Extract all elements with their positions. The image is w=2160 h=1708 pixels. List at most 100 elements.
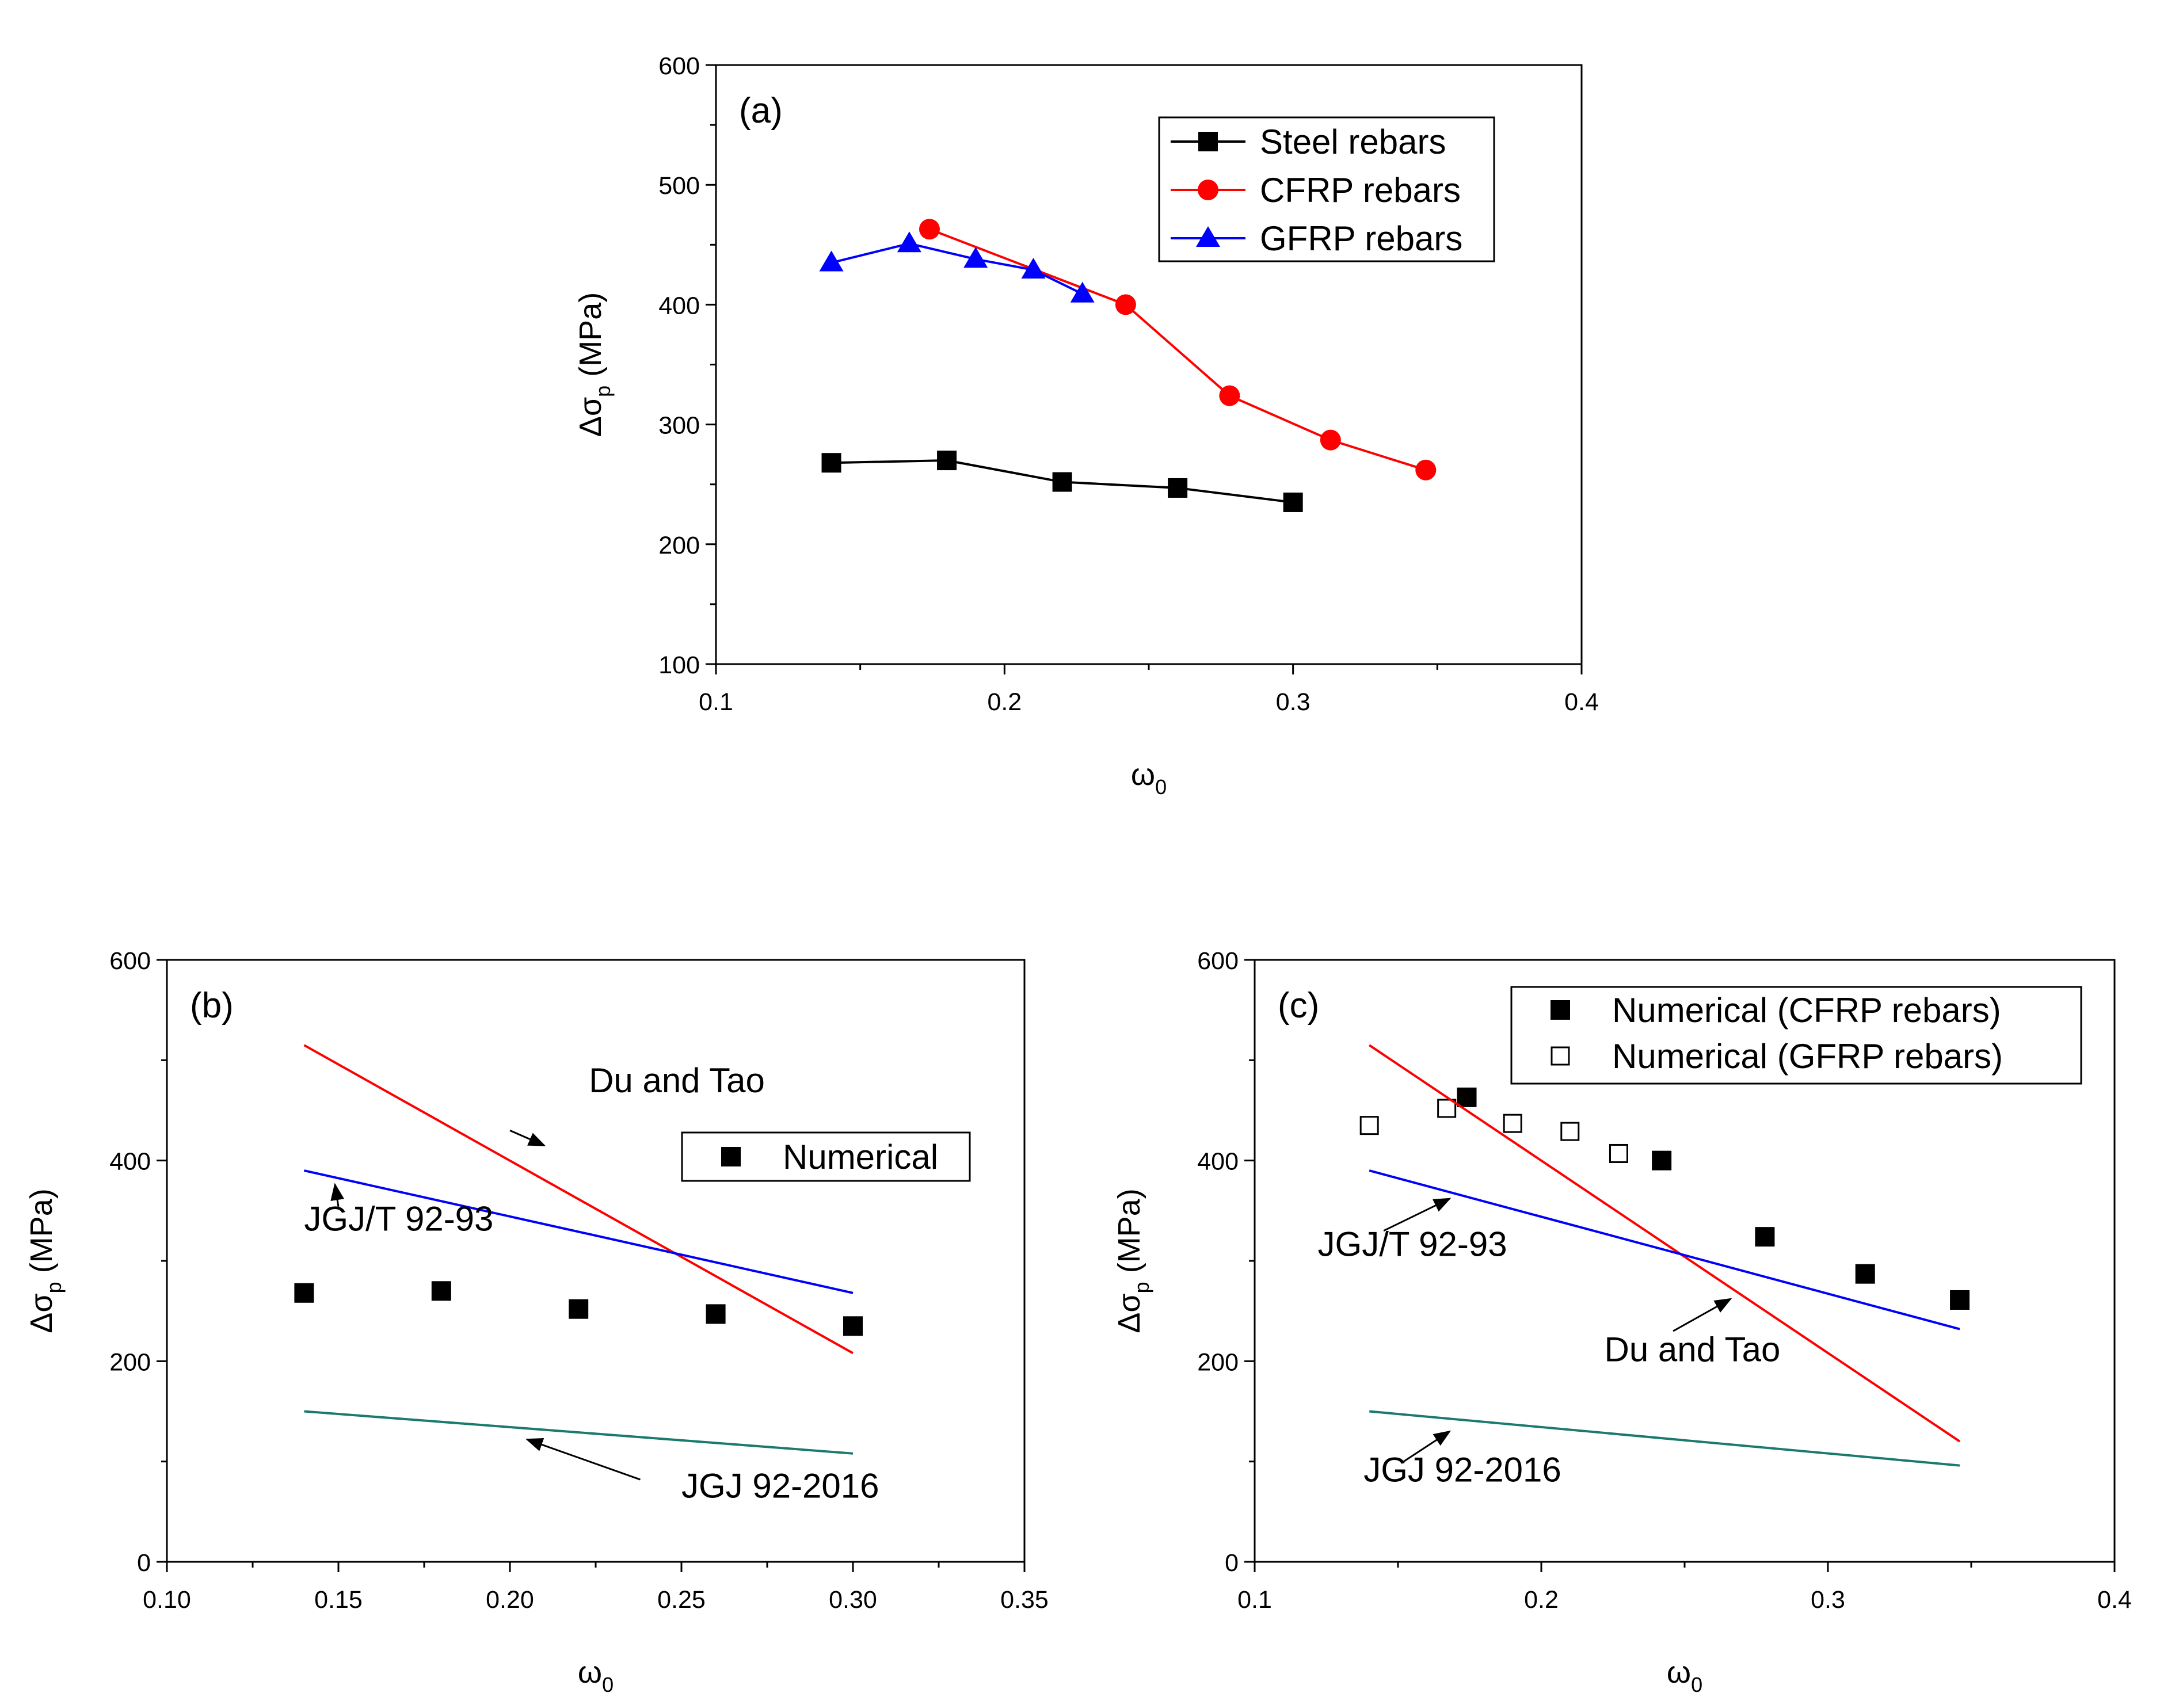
y-axis-title-sub: p	[42, 1282, 66, 1293]
series-line	[1369, 1410, 1960, 1467]
data-point	[819, 250, 844, 272]
legend-marker	[1198, 180, 1218, 200]
legend: Steel rebars CFRP rebars GFRP rebars	[1158, 116, 1495, 262]
data-point	[937, 451, 957, 471]
data-point	[1070, 281, 1095, 303]
data-point	[1320, 429, 1341, 451]
annotation-arrow	[1673, 1298, 1732, 1332]
data-point	[1219, 385, 1240, 406]
legend-label: Numerical (CFRP rebars)	[1612, 991, 2001, 1030]
legend-label: GFRP rebars	[1260, 219, 1462, 258]
x-axis-title: ω0	[578, 1655, 614, 1696]
annotation-label: JGJ 92-2016	[1363, 1451, 1561, 1489]
data-point	[1950, 1290, 1970, 1310]
x-axis-title-base: ω	[1667, 1655, 1691, 1690]
series-du-and-tao	[303, 1044, 854, 1355]
series-jgj-t-92-93	[1369, 1169, 1960, 1330]
data-point	[294, 1283, 314, 1303]
x-tick-label: 0.1	[699, 688, 733, 716]
plot-frame	[166, 959, 1026, 1563]
series-gfrp-rebars	[819, 231, 1095, 303]
legend-marker	[1198, 132, 1218, 151]
y-tick-label: 600	[109, 947, 151, 975]
x-tick-label: 0.3	[1811, 1586, 1845, 1614]
y-axis-title-unit: (MPa)	[573, 292, 608, 386]
y-tick-label: 200	[109, 1348, 151, 1376]
x-tick-label: 0.35	[1000, 1586, 1049, 1614]
y-axis-title-sub: p	[591, 386, 615, 397]
y-axis-title-symbol: Δσ	[1112, 1293, 1146, 1333]
data-point	[1021, 258, 1046, 279]
y-tick-label: 0	[137, 1549, 151, 1577]
data-point	[706, 1304, 726, 1324]
series-line	[831, 242, 1083, 295]
y-tick-label: 200	[1197, 1348, 1239, 1376]
data-point	[1115, 294, 1136, 315]
y-tick-label: 300	[658, 412, 700, 440]
x-axis-title-base: ω	[1131, 757, 1155, 792]
x-tick-label: 0.20	[486, 1586, 534, 1614]
data-point	[919, 219, 940, 240]
y-tick-label: 0	[1225, 1549, 1239, 1577]
data-point	[1855, 1264, 1875, 1284]
x-tick-label: 0.4	[2097, 1586, 2132, 1614]
x-tick-label: 0.15	[314, 1586, 363, 1614]
annotation-arrow	[330, 1183, 345, 1207]
annotation-label: JGJ/T 92-93	[1318, 1225, 1507, 1263]
panel-label: (c)	[1278, 986, 1319, 1025]
x-tick-label: 0.2	[987, 688, 1022, 716]
y-tick-label: 100	[658, 651, 700, 679]
y-axis-title-unit: (MPa)	[1112, 1188, 1146, 1282]
legend-label: CFRP rebars	[1260, 171, 1461, 209]
series-line	[1369, 1044, 1961, 1443]
x-axis-title: ω0	[1131, 757, 1167, 799]
data-point	[1359, 1116, 1379, 1135]
data-point	[1457, 1087, 1477, 1107]
panel-label: (a)	[739, 91, 783, 131]
annotation-arrow	[525, 1438, 641, 1481]
y-tick-label: 400	[1197, 1148, 1239, 1176]
series-jgj-t-92-93	[303, 1169, 854, 1294]
legend: Numerical	[681, 1131, 971, 1182]
series-steel-rebars	[821, 451, 1303, 512]
legend-marker	[721, 1147, 741, 1166]
series-cfrp-rebars	[919, 219, 1437, 481]
y-tick-label: 400	[109, 1148, 151, 1176]
y-axis-title-unit: (MPa)	[24, 1188, 59, 1282]
data-point	[963, 247, 988, 268]
data-point	[1168, 478, 1188, 498]
x-tick-label: 0.3	[1276, 688, 1311, 716]
data-point	[1503, 1114, 1522, 1133]
y-tick-label: 200	[658, 532, 700, 559]
data-point	[1755, 1227, 1775, 1247]
x-tick-label: 0.1	[1237, 1586, 1272, 1614]
x-axis-title-base: ω	[578, 1655, 602, 1690]
legend: Numerical (CFRP rebars) Numerical (GFRP r…	[1510, 986, 2082, 1085]
y-axis-title: Δσp (MPa)	[573, 292, 615, 437]
series-line	[1369, 1169, 1960, 1330]
legend-box	[1510, 986, 2082, 1085]
series-line	[303, 1044, 854, 1355]
legend-label: Steel rebars	[1260, 123, 1446, 161]
data-point	[897, 231, 921, 253]
data-point	[843, 1316, 863, 1336]
y-axis-title-sub: p	[1130, 1282, 1153, 1293]
data-point	[1652, 1150, 1672, 1171]
data-point	[1560, 1122, 1580, 1141]
annotation-arrow	[1383, 1198, 1452, 1232]
series-numerical	[294, 1281, 863, 1336]
annotation-label: JGJ/T 92-93	[304, 1200, 493, 1238]
series-numerical-cfrp-rebars	[1457, 1087, 1970, 1310]
legend-marker	[1551, 1000, 1570, 1020]
data-point	[1609, 1143, 1628, 1163]
series-jgj-92-2016	[1369, 1410, 1960, 1467]
annotation-arrow	[509, 1129, 546, 1146]
data-point	[431, 1281, 451, 1301]
data-point	[1437, 1099, 1457, 1118]
legend-marker	[1196, 226, 1220, 247]
series-du-and-tao	[1369, 1044, 1961, 1443]
legend-label: Numerical (GFRP rebars)	[1612, 1037, 2003, 1076]
